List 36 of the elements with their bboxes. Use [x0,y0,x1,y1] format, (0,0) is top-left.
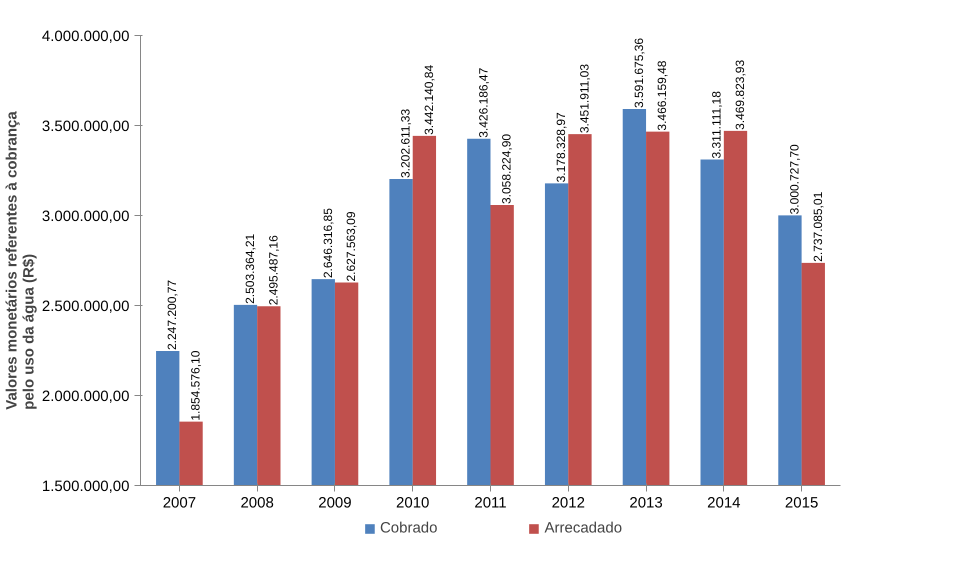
y-tick-label: 3.500.000,00 [42,118,130,135]
data-label: 2.627.563,09 [344,211,358,282]
data-label: 1.854.576,10 [188,350,203,421]
data-label: 3.469.823,93 [733,60,747,130]
x-tick-label: 2007 [162,494,196,512]
data-label: 3.058.224,90 [500,134,514,204]
x-tick-label: 2012 [552,494,585,512]
data-label: 3.000.727,70 [787,144,802,214]
x-tick-label: 2009 [318,494,352,512]
data-label: 3.451.911,03 [577,64,592,134]
y-tick-label: 1.500.000,00 [42,478,130,495]
y-axis-title: Valores monetários referentes à cobrança pelo uso da água (R$) [4,110,38,410]
data-label: 2.737.085,01 [810,191,825,262]
x-tick-label: 2015 [784,494,818,512]
x-tick-label: 2013 [629,494,663,512]
data-label: 3.202.611,33 [398,108,413,178]
data-label: 2.503.364,21 [243,234,257,304]
legend-label: Cobrado [380,520,438,536]
data-label: 3.442.140,84 [422,64,436,135]
data-label: 3.466.159,48 [655,60,670,131]
data-label: 3.426.186,47 [476,67,490,138]
data-label: 2.247.200,77 [165,280,180,350]
data-label: 3.311.111,18 [710,90,724,158]
y-tick-label: 2.500.000,00 [42,298,130,315]
legend-label: Arrecadado [544,520,622,536]
y-tick-label: 4.000.000,00 [42,28,130,45]
data-label: 3.178.328,97 [554,112,568,182]
data-label: 3.591.675,36 [632,38,646,108]
data-label: 2.495.487,16 [266,234,280,306]
x-tick-label: 2014 [707,494,741,512]
x-tick-label: 2011 [474,494,507,512]
x-tick-label: 2008 [240,494,274,512]
y-tick-label: 3.000.000,00 [42,208,130,225]
x-tick-label: 2010 [396,494,430,512]
y-tick-label: 2.000.000,00 [42,388,130,405]
data-label: 2.646.316,85 [320,208,335,278]
